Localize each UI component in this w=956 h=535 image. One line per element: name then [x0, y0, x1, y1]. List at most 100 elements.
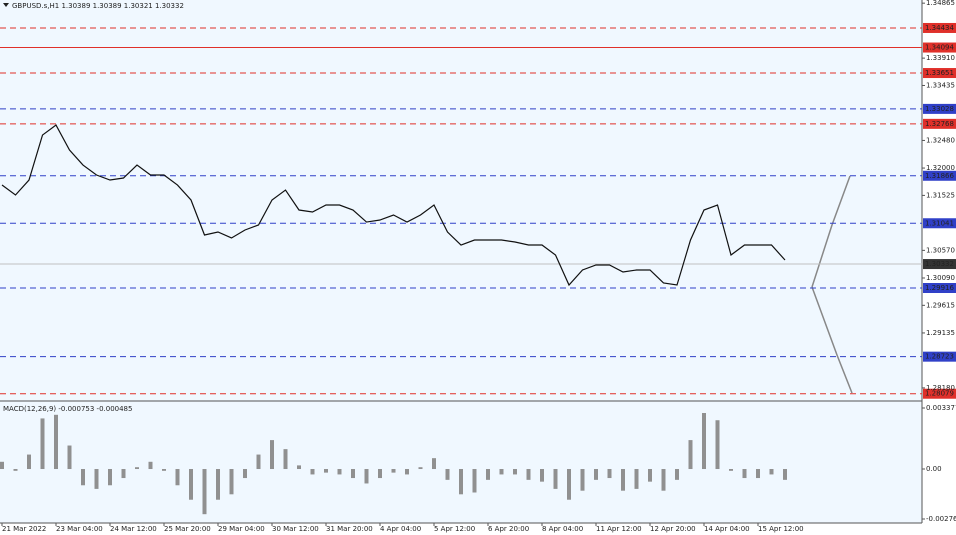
bar	[175, 469, 180, 486]
level-label: 1.31041	[925, 219, 954, 227]
bar	[648, 469, 652, 482]
bar	[756, 469, 760, 479]
bar	[108, 469, 112, 486]
price-line	[1, 124, 786, 287]
x-tick-label: 12 Apr 20:00	[650, 525, 696, 533]
y-tick-label: -0.002767	[926, 515, 956, 523]
y-tick-label: 1.29135	[926, 329, 955, 337]
bar	[702, 412, 706, 470]
bar	[54, 414, 58, 470]
x-tick-label: 25 Mar 20:00	[164, 525, 211, 533]
bar	[553, 469, 558, 489]
bar	[202, 469, 207, 515]
level-label: 1.28723	[925, 353, 954, 361]
level-label-box	[923, 170, 956, 181]
plot-background	[0, 0, 922, 523]
bar	[94, 469, 99, 489]
y-tick-label: 1.33435	[926, 81, 955, 89]
bar	[310, 469, 315, 475]
bar	[351, 469, 355, 479]
bar	[540, 469, 544, 482]
x-tick-label: 23 Mar 04:00	[56, 525, 103, 533]
bar	[67, 445, 72, 470]
bar	[675, 469, 679, 480]
x-tick-label: 8 Apr 04:00	[542, 525, 583, 533]
x-tick-label: 30 Mar 12:00	[272, 525, 319, 533]
bar	[783, 469, 787, 480]
y-tick-label: 0.003377	[926, 404, 956, 412]
x-tick-label: 31 Mar 20:00	[326, 525, 373, 533]
bar	[445, 469, 450, 480]
bar	[526, 469, 531, 480]
y-tick-label: 1.30090	[926, 274, 955, 282]
bar	[486, 469, 490, 480]
bar	[324, 469, 328, 473]
bar	[688, 440, 693, 470]
level-label-box	[923, 68, 956, 79]
bar	[567, 469, 571, 500]
bar	[472, 469, 477, 493]
bar	[364, 469, 369, 484]
level-label: 1.33028	[925, 105, 954, 113]
level-label: 1.33651	[925, 69, 954, 77]
y-tick-label: 1.28180	[926, 384, 955, 392]
level-label: 1.34094	[925, 44, 954, 52]
bar	[162, 469, 166, 471]
x-tick-label: 29 Mar 04:00	[218, 525, 265, 533]
y-tick-label: 1.31525	[926, 191, 955, 199]
bar	[459, 469, 463, 495]
bar	[0, 461, 4, 470]
bar	[499, 469, 504, 475]
bar	[607, 469, 612, 479]
bar	[216, 469, 220, 500]
bar	[391, 469, 396, 473]
bar	[769, 469, 774, 475]
bar	[270, 440, 274, 470]
bar	[513, 469, 517, 475]
x-tick-label: 24 Mar 12:00	[110, 525, 157, 533]
y-tick-label: 1.30570	[926, 246, 955, 254]
bar	[432, 458, 436, 470]
bar	[715, 420, 720, 470]
level-label-box	[923, 388, 956, 399]
bar	[337, 469, 342, 475]
level-label-box	[923, 351, 956, 362]
bar	[580, 469, 585, 491]
level-label: 1.29916	[925, 284, 954, 292]
level-label: 1.32768	[925, 120, 954, 128]
y-tick-label: 1.33910	[926, 54, 955, 62]
bar	[13, 469, 18, 471]
x-tick-label: 14 Apr 04:00	[704, 525, 750, 533]
level-label: 1.30332	[925, 260, 954, 268]
level-label-box	[923, 259, 956, 270]
bar	[729, 469, 733, 471]
projection-arrow	[811, 175, 851, 288]
level-label-box	[923, 118, 956, 129]
x-tick-label: 5 Apr 12:00	[434, 525, 475, 533]
bar	[121, 469, 126, 479]
bar	[621, 469, 625, 491]
bar	[661, 469, 666, 491]
x-tick-label: 4 Apr 04:00	[380, 525, 421, 533]
bar	[135, 467, 139, 470]
bar	[229, 469, 234, 495]
bar	[27, 454, 31, 470]
bar	[378, 469, 382, 479]
level-label: 1.34434	[925, 24, 954, 32]
y-tick-label: 0.00	[926, 465, 942, 473]
x-tick-label: 21 Mar 2022	[2, 525, 46, 533]
bar	[243, 469, 247, 479]
menu-icon[interactable]	[3, 3, 9, 7]
bar	[405, 469, 409, 475]
level-label-box	[923, 103, 956, 114]
indicator-title: MACD(12,26,9) -0.000753 -0.000485	[3, 405, 132, 413]
level-label-box	[923, 22, 956, 33]
level-label: 1.28079	[925, 390, 954, 398]
y-tick-label: 1.32000	[926, 164, 955, 172]
level-label-box	[923, 283, 956, 293]
bar	[594, 469, 598, 480]
y-tick-label: 1.32480	[926, 136, 955, 144]
bar	[283, 449, 288, 470]
bar	[634, 469, 639, 489]
bar	[297, 465, 301, 470]
